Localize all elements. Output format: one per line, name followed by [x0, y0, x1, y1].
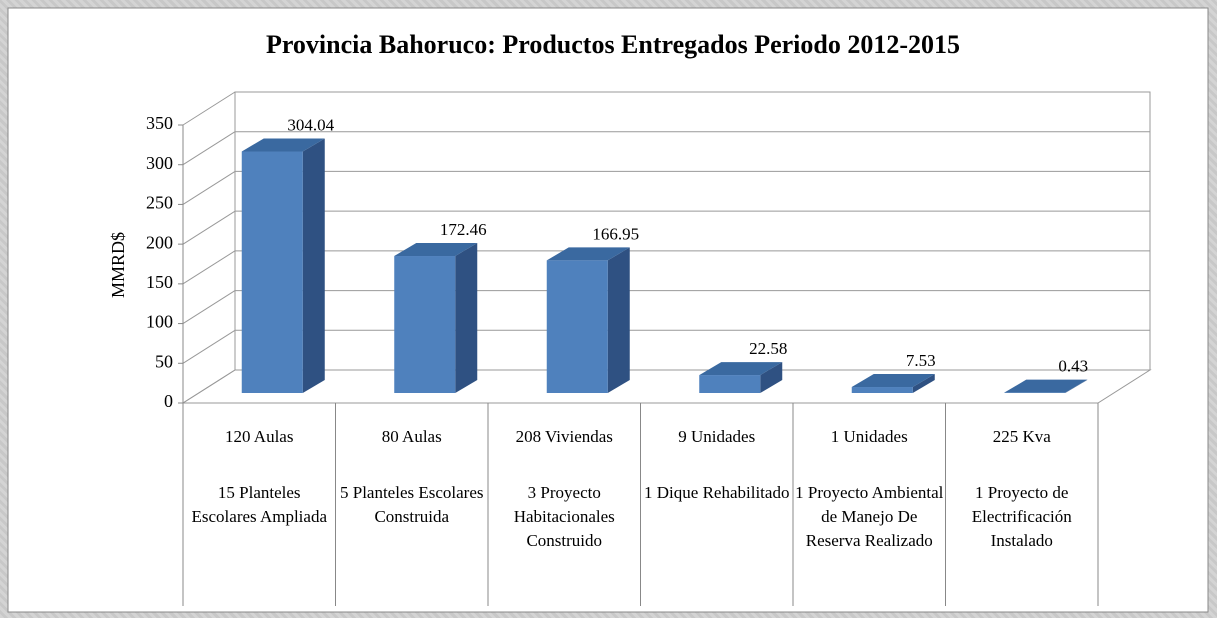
value-label: 7.53	[906, 351, 936, 370]
y-tick-label: 200	[146, 232, 173, 252]
side-grid-line	[182, 250, 236, 285]
side-grid-line	[182, 369, 236, 404]
y-tick-label: 350	[146, 113, 173, 133]
value-label: 166.95	[592, 224, 639, 243]
bar-side	[455, 243, 478, 393]
bar	[241, 151, 303, 393]
side-grid-line	[182, 329, 236, 364]
x-tick-label: 1 Unidades	[830, 427, 908, 446]
x-tick-label: 208 Viviendas	[515, 427, 613, 446]
back-wall	[234, 91, 1151, 371]
y-tick-label: 100	[146, 312, 173, 332]
bar-top	[1004, 379, 1088, 393]
side-grid-line	[182, 131, 236, 166]
bar	[546, 260, 608, 393]
bar-side	[760, 362, 783, 393]
y-tick-label: 0	[164, 391, 173, 411]
category-description: 1 Dique Rehabilitado	[644, 483, 790, 502]
value-label: 22.58	[749, 339, 787, 358]
x-tick-label: 80 Aulas	[381, 427, 442, 446]
y-tick-label: 50	[155, 351, 173, 371]
value-label: 304.04	[287, 115, 334, 134]
bar	[394, 256, 456, 393]
side-grid-line	[182, 210, 236, 245]
side-grid-line	[182, 91, 236, 126]
chart-title: Provincia Bahoruco: Productos Entregados…	[266, 30, 960, 59]
side-grid-line	[182, 171, 236, 205]
bar-top	[241, 138, 325, 152]
y-tick-label: 150	[146, 272, 173, 292]
x-tick-label: 9 Unidades	[678, 427, 756, 446]
x-tick-label: 225 Kva	[992, 427, 1051, 446]
bar-side	[912, 374, 935, 393]
bar-top	[546, 247, 630, 261]
value-label: 172.46	[440, 220, 487, 239]
bar-side	[1065, 379, 1088, 393]
category-description: 1 Proyecto Ambiental de Manejo De Reserv…	[795, 483, 944, 550]
bar-top	[699, 362, 783, 376]
value-label: 0.43	[1058, 357, 1088, 376]
category-description: 3 Proyecto Habitacionales Construido	[513, 483, 615, 550]
category-description: 1 Proyecto de Electrificación Instalado	[971, 483, 1072, 550]
side-grid-line	[182, 290, 236, 324]
bar-top	[394, 243, 478, 257]
category-description: 5 Planteles Escolares Construida	[339, 483, 484, 526]
bar	[699, 375, 761, 393]
category-description: 15 Planteles Escolares Ampliada	[191, 483, 328, 526]
x-tick-label: 120 Aulas	[225, 427, 294, 446]
bar-side	[607, 247, 630, 393]
y-axis-label: MMRD$	[108, 232, 128, 298]
y-tick-label: 300	[146, 153, 173, 173]
floor	[181, 369, 1152, 404]
bar	[851, 387, 913, 393]
bar-side	[302, 138, 325, 393]
bar-top	[851, 374, 935, 388]
y-tick-label: 250	[146, 193, 173, 213]
